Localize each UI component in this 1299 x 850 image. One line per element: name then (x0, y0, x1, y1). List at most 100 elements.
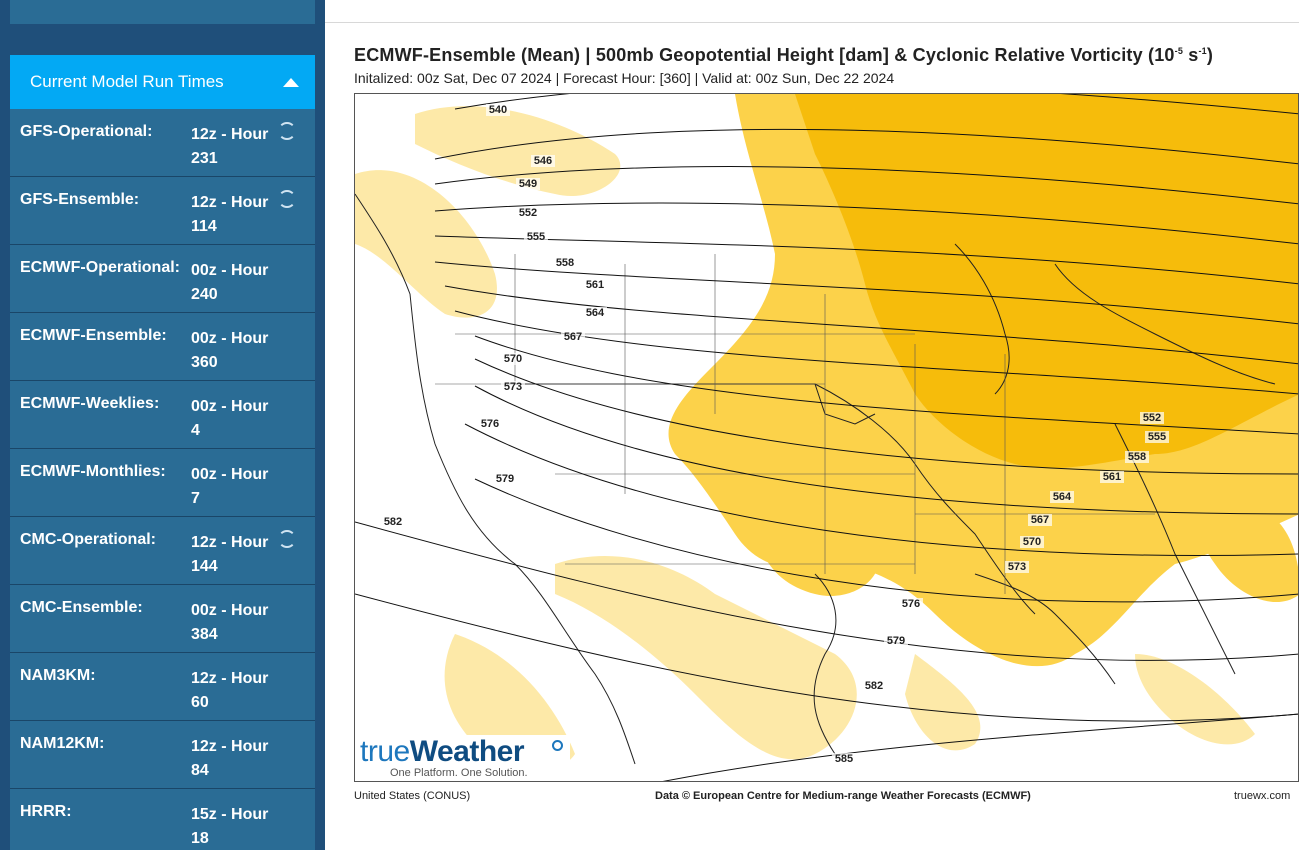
model-name: ECMWF-Operational: (20, 259, 180, 276)
contour-label: 576 (481, 418, 499, 430)
model-run-hour: 60 (191, 694, 209, 711)
contour-label: 573 (504, 381, 522, 393)
contour-label: 558 (1128, 451, 1146, 463)
model-run-time: 15z - Hour 18 (191, 803, 286, 850)
contour-label: 579 (496, 473, 514, 485)
contour-label: 564 (1053, 491, 1072, 503)
model-run-label: 12z - Hour (191, 738, 269, 755)
model-name: CMC-Ensemble: (20, 599, 143, 616)
model-run-time: 00z - Hour 240 (191, 259, 286, 307)
trueweather-logo: trueWeather One Platform. One Solution. (358, 735, 570, 781)
model-name: GFS-Ensemble: (20, 191, 140, 208)
map-canvas: 5405465495525555585615645675705735765795… (355, 94, 1298, 781)
logo-tagline: One Platform. One Solution. (390, 767, 528, 779)
model-run-label: 00z - Hour (191, 602, 269, 619)
contour-label: 552 (1143, 412, 1161, 424)
model-row[interactable]: CMC-Operational: 12z - Hour 144 (10, 517, 315, 585)
model-run-label: 00z - Hour (191, 262, 269, 279)
contour-label: 564 (586, 307, 605, 319)
loading-spinner-icon (278, 122, 296, 140)
map-borders (355, 193, 1276, 765)
loading-spinner-icon (278, 190, 296, 208)
model-run-times-header[interactable]: Current Model Run Times (10, 55, 315, 109)
logo-wordmark: trueWeather (360, 735, 525, 768)
model-name: ECMWF-Weeklies: (20, 395, 160, 412)
contour-label: 570 (1023, 536, 1041, 548)
model-run-time: 12z - Hour 84 (191, 735, 286, 783)
model-run-label: 00z - Hour (191, 398, 269, 415)
contour-label: 585 (835, 753, 853, 765)
contour-label: 573 (1008, 561, 1026, 573)
model-run-hour: 4 (191, 422, 200, 439)
contour-label: 576 (902, 598, 920, 610)
model-run-label: 15z - Hour (191, 806, 269, 823)
model-run-time: 00z - Hour 7 (191, 463, 286, 511)
model-run-hour: 360 (191, 354, 218, 371)
chart-title: ECMWF-Ensemble (Mean) | 500mb Geopotenti… (354, 45, 1214, 65)
model-name: NAM3KM: (20, 667, 96, 684)
model-name: CMC-Operational: (20, 531, 156, 548)
model-run-hour: 231 (191, 150, 218, 167)
sidebar-top-box (10, 0, 315, 24)
site-link[interactable]: truewx.com (1234, 790, 1291, 802)
model-run-label: 00z - Hour (191, 330, 269, 347)
model-row[interactable]: HRRR: 15z - Hour 18 (10, 789, 315, 850)
contour-label: 561 (1103, 471, 1121, 483)
model-run-hour: 18 (191, 830, 209, 847)
height-contours (355, 94, 1298, 781)
contour-label: 555 (1148, 431, 1166, 443)
contour-label: 555 (527, 231, 545, 243)
model-run-time: 00z - Hour 4 (191, 395, 286, 443)
contour-label: 558 (556, 257, 574, 269)
model-run-time: 00z - Hour 360 (191, 327, 286, 375)
model-run-label: 12z - Hour (191, 194, 269, 211)
model-run-time: 00z - Hour 384 (191, 599, 286, 647)
model-run-label: 12z - Hour (191, 670, 269, 687)
model-row[interactable]: ECMWF-Monthlies: 00z - Hour 7 (10, 449, 315, 517)
model-row[interactable]: ECMWF-Weeklies: 00z - Hour 4 (10, 381, 315, 449)
contour-labels: 5405465495525555585615645675705735765795… (381, 104, 1169, 765)
model-run-time: 12z - Hour 231 (191, 123, 286, 171)
model-row[interactable]: ECMWF-Ensemble: 00z - Hour 360 (10, 313, 315, 381)
contour-label: 579 (887, 635, 905, 647)
contour-label: 552 (519, 207, 537, 219)
contour-label: 567 (1031, 514, 1049, 526)
sidebar: Current Model Run Times GFS-Operational:… (0, 0, 325, 850)
model-run-times-title: Current Model Run Times (30, 72, 224, 91)
model-run-time: 12z - Hour 144 (191, 531, 286, 579)
model-run-hour: 144 (191, 558, 218, 575)
model-row[interactable]: GFS-Ensemble: 12z - Hour 114 (10, 177, 315, 245)
contour-label: 582 (384, 516, 402, 528)
model-run-hour: 114 (191, 218, 217, 235)
collapse-caret-icon[interactable] (283, 77, 299, 87)
model-name: GFS-Operational: (20, 123, 153, 140)
model-run-time: 12z - Hour 114 (191, 191, 286, 239)
model-run-hour: 7 (191, 490, 200, 507)
data-credit: Data © European Centre for Medium-range … (655, 790, 1031, 802)
contour-label: 549 (519, 178, 537, 190)
model-row[interactable]: NAM12KM: 12z - Hour 84 (10, 721, 315, 789)
model-run-time: 12z - Hour 60 (191, 667, 286, 715)
chart-subtitle: Initalized: 00z Sat, Dec 07 2024 | Forec… (354, 70, 895, 86)
contour-label: 582 (865, 680, 883, 692)
weather-map[interactable]: 540 546 549 552 555 558 561 564 567 570 573 576 579 5… (354, 93, 1299, 782)
vorticity-shading (355, 94, 1298, 772)
logo-ring-icon (552, 740, 563, 751)
model-run-hour: 240 (191, 286, 218, 303)
contour-label: 540 (489, 104, 507, 116)
model-row[interactable]: ECMWF-Operational: 00z - Hour 240 (10, 245, 315, 313)
loading-spinner-icon (278, 530, 296, 548)
model-run-hour: 84 (191, 762, 209, 779)
contour-label: 546 (534, 155, 552, 167)
contour-label: 567 (564, 331, 582, 343)
model-row[interactable]: NAM3KM: 12z - Hour 60 (10, 653, 315, 721)
contour-label: 561 (586, 279, 604, 291)
model-row[interactable]: CMC-Ensemble: 00z - Hour 384 (10, 585, 315, 653)
header-divider (325, 22, 1299, 23)
model-run-list: GFS-Operational: 12z - Hour 231 GFS-Ensembl… (10, 109, 315, 850)
contour-label: 570 (504, 353, 522, 365)
model-run-label: 12z - Hour (191, 534, 269, 551)
state-lines (435, 254, 1155, 594)
model-row[interactable]: GFS-Operational: 12z - Hour 231 (10, 109, 315, 177)
model-run-label: 12z - Hour (191, 126, 269, 143)
